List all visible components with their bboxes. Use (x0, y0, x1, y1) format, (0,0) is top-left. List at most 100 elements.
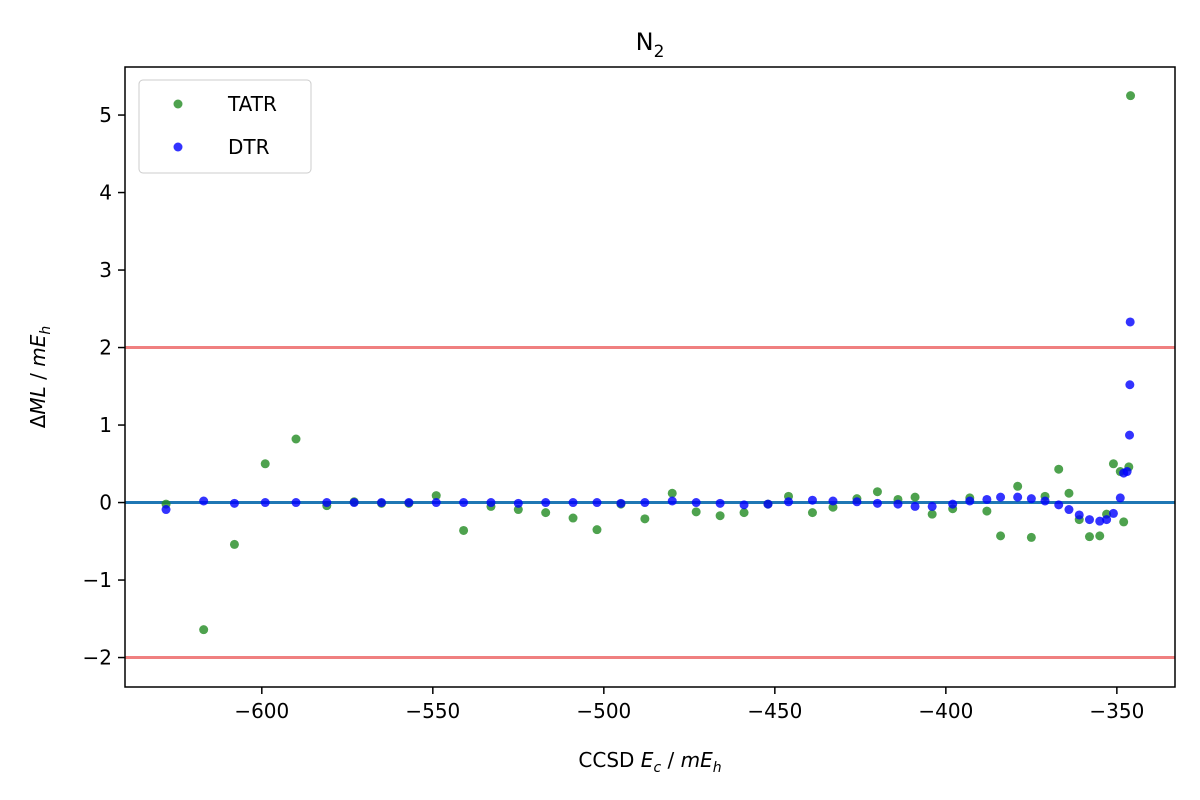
point-dtr-47 (1122, 467, 1132, 477)
x-tick-label: −600 (234, 699, 289, 723)
point-tatr-44 (1108, 459, 1118, 469)
plot-area (125, 91, 1175, 660)
point-dtr-50 (1125, 317, 1135, 327)
point-dtr-45 (1115, 493, 1125, 503)
y-axis-label-var: ML (26, 386, 50, 414)
point-tatr-30 (927, 509, 937, 519)
point-dtr-28 (893, 499, 903, 509)
point-dtr-16 (616, 498, 626, 508)
point-dtr-34 (996, 492, 1006, 502)
point-dtr-32 (965, 496, 975, 506)
series-dtr (161, 317, 1135, 526)
point-tatr-34 (996, 531, 1006, 541)
point-dtr-20 (715, 498, 725, 508)
x-tick-label: −500 (576, 699, 631, 723)
x-axis-label-prefix: CCSD (578, 748, 640, 772)
point-tatr-13 (541, 508, 551, 518)
point-dtr-12 (513, 498, 523, 508)
point-tatr-29 (910, 492, 920, 502)
y-axis-label: ΔML / mEh (26, 326, 54, 429)
point-tatr-19 (691, 507, 701, 517)
legend-marker-tatr (173, 99, 183, 109)
x-axis-label-unit: mE (681, 748, 713, 772)
point-dtr-42 (1095, 516, 1105, 526)
point-dtr-3 (260, 498, 270, 508)
point-dtr-35 (1013, 492, 1023, 502)
x-axis-label: CCSD Ec / mEh (578, 748, 721, 776)
y-tick-label: 3 (99, 258, 112, 282)
point-tatr-15 (592, 525, 602, 535)
point-dtr-4 (291, 498, 301, 508)
point-dtr-10 (459, 498, 469, 508)
point-tatr-3 (260, 459, 270, 469)
point-dtr-49 (1125, 380, 1135, 390)
legend-label-tatr: TATR (227, 92, 277, 116)
point-tatr-39 (1064, 488, 1074, 498)
axes-frame (124, 66, 1176, 688)
y-tick-label: 1 (99, 413, 112, 437)
point-dtr-48 (1125, 430, 1135, 440)
point-tatr-24 (807, 508, 817, 518)
point-dtr-15 (592, 498, 602, 508)
y-axis-ticks: −2 −1 0 1 2 3 4 5 (83, 103, 125, 670)
point-dtr-44 (1108, 508, 1118, 518)
point-dtr-6 (349, 498, 359, 508)
point-tatr-36 (1026, 532, 1036, 542)
x-tick-label: −400 (918, 699, 973, 723)
x-axis-label-var: E (641, 748, 654, 772)
legend-label-dtr: DTR (228, 135, 270, 159)
point-dtr-17 (640, 498, 650, 508)
point-dtr-13 (541, 498, 551, 508)
y-axis-label-unit: mE (26, 334, 50, 366)
point-dtr-41 (1084, 515, 1094, 525)
point-dtr-43 (1102, 515, 1112, 525)
y-axis-label-mid: / (26, 367, 50, 386)
point-tatr-27 (872, 487, 882, 497)
chart-title: N2 (636, 28, 665, 62)
point-tatr-25 (828, 502, 838, 512)
y-tick-label: −1 (83, 568, 112, 592)
point-dtr-33 (982, 494, 992, 504)
point-tatr-46 (1119, 517, 1129, 527)
point-dtr-37 (1040, 496, 1050, 506)
point-dtr-26 (852, 497, 862, 507)
x-axis-ticks: −600 −550 −500 −450 −400 −350 (234, 687, 1144, 723)
point-tatr-41 (1084, 532, 1094, 542)
point-tatr-9 (431, 491, 441, 501)
point-dtr-8 (404, 498, 414, 508)
point-dtr-18 (667, 496, 677, 506)
point-dtr-27 (872, 498, 882, 508)
point-tatr-4 (291, 434, 301, 444)
point-tatr-38 (1054, 464, 1064, 474)
point-dtr-29 (910, 501, 920, 511)
point-tatr-20 (715, 511, 725, 521)
y-tick-label: 5 (99, 103, 112, 127)
point-dtr-23 (784, 497, 794, 507)
point-dtr-21 (739, 500, 749, 510)
point-tatr-10 (459, 525, 469, 535)
point-dtr-36 (1026, 494, 1036, 504)
y-axis-label-delta: Δ (26, 414, 50, 428)
point-dtr-19 (691, 498, 701, 508)
legend-box (138, 79, 312, 174)
chart-title-subscript: 2 (654, 42, 665, 62)
y-tick-label: 0 (99, 491, 112, 515)
point-dtr-14 (568, 498, 578, 508)
point-dtr-7 (377, 498, 387, 508)
point-dtr-9 (431, 498, 441, 508)
point-tatr-2 (229, 539, 239, 549)
point-tatr-14 (568, 513, 578, 523)
y-tick-label: −2 (83, 646, 112, 670)
point-dtr-1 (199, 496, 209, 506)
legend: TATR DTR (138, 79, 312, 174)
point-tatr-21 (739, 508, 749, 518)
point-tatr-48 (1126, 91, 1136, 101)
point-dtr-40 (1074, 510, 1084, 520)
point-dtr-2 (229, 498, 239, 508)
point-dtr-0 (161, 505, 171, 515)
x-tick-label: −550 (405, 699, 460, 723)
point-dtr-39 (1064, 505, 1074, 515)
y-axis-label-unit-sub: h (38, 326, 54, 335)
point-tatr-33 (982, 506, 992, 516)
